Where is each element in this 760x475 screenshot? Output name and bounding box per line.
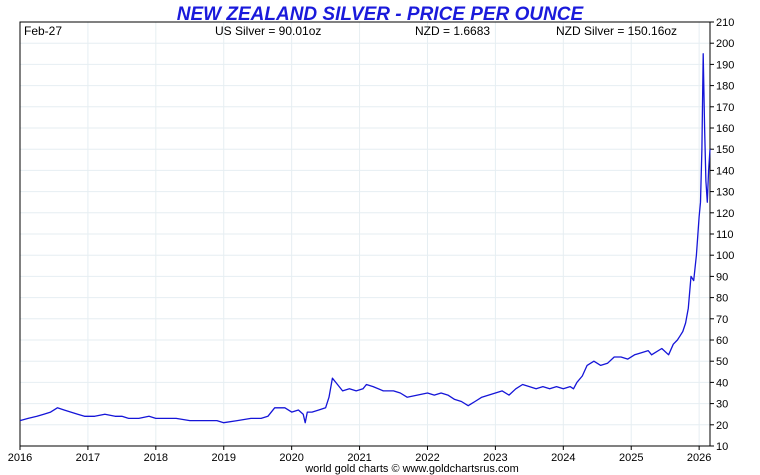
y-tick-label: 190 (716, 59, 734, 71)
nzd-silver-label: NZD Silver = 150.16oz (556, 24, 677, 38)
price-series-line (19, 53, 711, 424)
y-tick-label: 150 (716, 144, 734, 156)
chart-title: NEW ZEALAND SILVER - PRICE PER OUNCE (177, 4, 585, 25)
y-tick-label: 140 (716, 165, 734, 177)
footer-credit: world gold charts © www.goldchartsrus.co… (304, 463, 519, 475)
x-tick-label: 2024 (551, 452, 575, 464)
x-tick-label: 2025 (619, 452, 643, 464)
x-tick-label: 2019 (211, 452, 235, 464)
gridlines (20, 22, 710, 446)
x-tick-label: 2021 (347, 452, 371, 464)
nzd-rate-label: NZD = 1.6683 (415, 24, 490, 38)
y-tick-label: 180 (716, 81, 734, 93)
y-tick-label: 40 (716, 377, 728, 389)
x-tick-label: 2020 (279, 452, 303, 464)
y-tick-label: 20 (716, 420, 728, 432)
x-tick-label: 2023 (483, 452, 507, 464)
y-tick-label: 110 (716, 229, 734, 241)
x-tick-label: 2016 (8, 452, 32, 464)
y-tick-label: 90 (716, 271, 728, 283)
y-tick-label: 30 (716, 399, 728, 411)
date-label: Feb-27 (24, 24, 62, 38)
y-tick-label: 120 (716, 208, 734, 220)
y-tick-label: 170 (716, 102, 734, 114)
x-tick-label: 2017 (76, 452, 100, 464)
y-tick-label: 130 (716, 187, 734, 199)
y-tick-label: 200 (716, 38, 734, 50)
y-tick-label: 80 (716, 293, 728, 305)
y-tick-label: 160 (716, 123, 734, 135)
y-tick-label: 50 (716, 356, 728, 368)
y-tick-label: 70 (716, 314, 728, 326)
x-tick-label: 2018 (144, 452, 168, 464)
x-tick-label: 2022 (415, 452, 439, 464)
y-tick-label: 10 (716, 441, 728, 453)
y-axis: 10 20 30 40 50 60 70 80 90 100 110 120 130 140 150 160 1… (710, 17, 734, 453)
x-tick-label: 2026 (687, 452, 711, 464)
y-tick-label: 100 (716, 250, 734, 262)
y-tick-label: 60 (716, 335, 728, 347)
us-silver-label: US Silver = 90.01oz (215, 24, 321, 38)
y-tick-label: 210 (716, 17, 734, 29)
x-axis: 2016 2017 2018 2019 2020 2021 2022 2023 2024 2025… (8, 446, 711, 464)
